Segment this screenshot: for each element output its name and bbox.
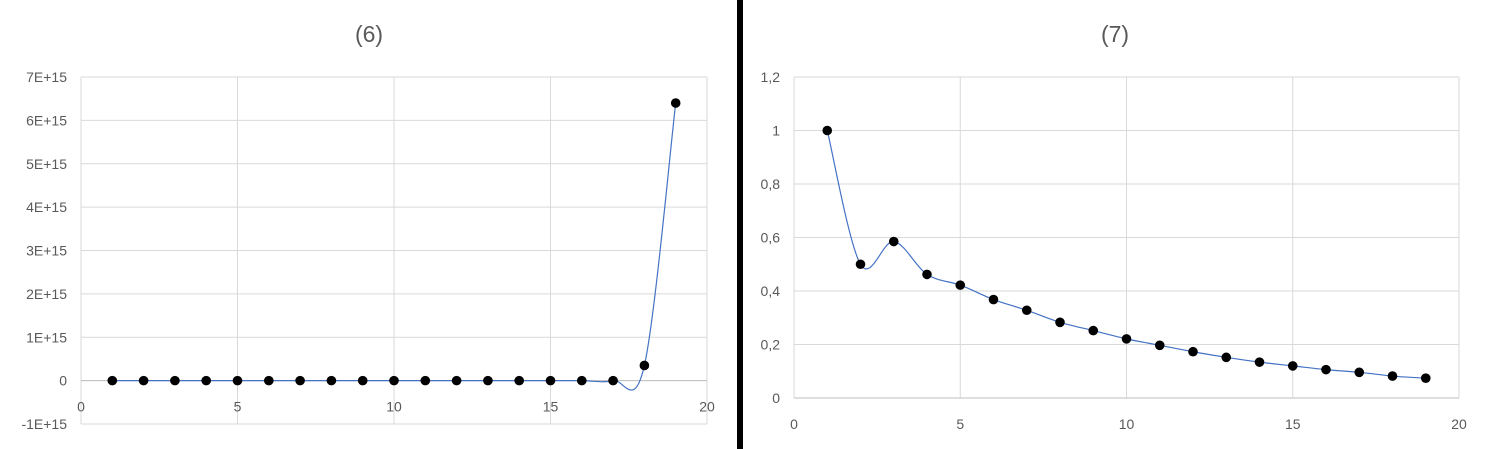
data-point xyxy=(545,375,556,386)
data-point xyxy=(988,294,999,305)
x-tick-label: 0 xyxy=(790,416,798,432)
x-tick-label: 10 xyxy=(1119,416,1135,432)
data-point xyxy=(232,375,243,386)
data-point xyxy=(1188,346,1198,357)
x-tick-label: 15 xyxy=(1285,416,1301,432)
y-tick-label: 1,2 xyxy=(761,69,781,85)
panel-divider xyxy=(737,0,743,449)
y-tick-label: 7E+15 xyxy=(26,69,67,85)
data-point xyxy=(1354,367,1365,378)
data-point xyxy=(1387,371,1398,381)
data-point xyxy=(451,375,462,386)
data-point xyxy=(1420,373,1431,384)
data-point xyxy=(264,375,274,386)
y-tick-label: 4E+15 xyxy=(26,199,67,215)
data-point xyxy=(389,375,399,386)
data-point xyxy=(1321,364,1331,375)
data-point xyxy=(326,375,337,386)
data-point xyxy=(295,375,305,386)
x-tick-label: 10 xyxy=(386,399,402,415)
x-tick-label: 5 xyxy=(234,399,242,415)
chart-6: (6) -1E+15 0 1E+15 2E+15 3E+15 4E+15 5E+15 6E+1… xyxy=(21,21,715,432)
data-point xyxy=(420,375,431,386)
data-point xyxy=(1121,334,1132,344)
data-point xyxy=(855,259,866,270)
data-point xyxy=(1221,352,1232,363)
data-point xyxy=(888,236,899,247)
y-tick-label: 0,6 xyxy=(761,230,781,246)
y-tick-label: 6E+15 xyxy=(26,112,67,128)
data-point xyxy=(1287,361,1298,371)
data-point xyxy=(955,280,966,290)
data-point xyxy=(201,375,211,386)
data-point xyxy=(514,375,524,386)
y-tick-label: 1E+15 xyxy=(26,329,67,345)
x-tick-label: 20 xyxy=(699,399,715,415)
data-point xyxy=(1254,357,1265,367)
y-tick-label: 0,4 xyxy=(761,283,781,299)
data-point xyxy=(1088,325,1099,336)
data-point xyxy=(170,375,180,386)
x-tick-label: 5 xyxy=(956,416,964,432)
data-point xyxy=(107,375,118,386)
y-tick-label: 0 xyxy=(59,373,67,389)
y-tick-label: 0 xyxy=(772,390,780,406)
chart-panel-6: (6) -1E+15 0 1E+15 2E+15 3E+15 4E+15 5E+15 6E+1… xyxy=(0,0,737,449)
data-point xyxy=(639,360,650,371)
chart-title: (6) xyxy=(355,21,383,47)
data-point xyxy=(1021,305,1032,316)
data-point xyxy=(1055,317,1065,328)
x-tick-label: 0 xyxy=(77,399,85,415)
y-tick-label: -1E+15 xyxy=(21,416,67,432)
data-point xyxy=(483,375,493,386)
y-tick-label: 3E+15 xyxy=(26,243,67,259)
gridlines xyxy=(80,76,708,425)
data-point xyxy=(822,125,833,136)
data-point xyxy=(922,269,932,280)
y-tick-label: 5E+15 xyxy=(26,156,67,172)
y-tick-label: 0,2 xyxy=(761,337,781,353)
chart-panel-7: (7) 0 0,2 0,4 0,6 0,8 1 1,2 0 5 10 15 20 xyxy=(743,0,1493,449)
y-tick-label: 1 xyxy=(772,123,780,139)
chart-7: (7) 0 0,2 0,4 0,6 0,8 1 1,2 0 5 10 15 20 xyxy=(761,21,1467,432)
data-point xyxy=(608,375,618,386)
data-point xyxy=(138,375,149,386)
y-tick-label: 0,8 xyxy=(761,176,781,192)
y-tick-label: 2E+15 xyxy=(26,286,67,302)
data-point xyxy=(670,98,681,108)
x-tick-label: 20 xyxy=(1451,416,1467,432)
x-tick-label: 15 xyxy=(543,399,559,415)
chart-title: (7) xyxy=(1101,21,1129,47)
data-point xyxy=(1154,340,1165,351)
data-point xyxy=(577,375,587,386)
data-point xyxy=(357,375,368,386)
